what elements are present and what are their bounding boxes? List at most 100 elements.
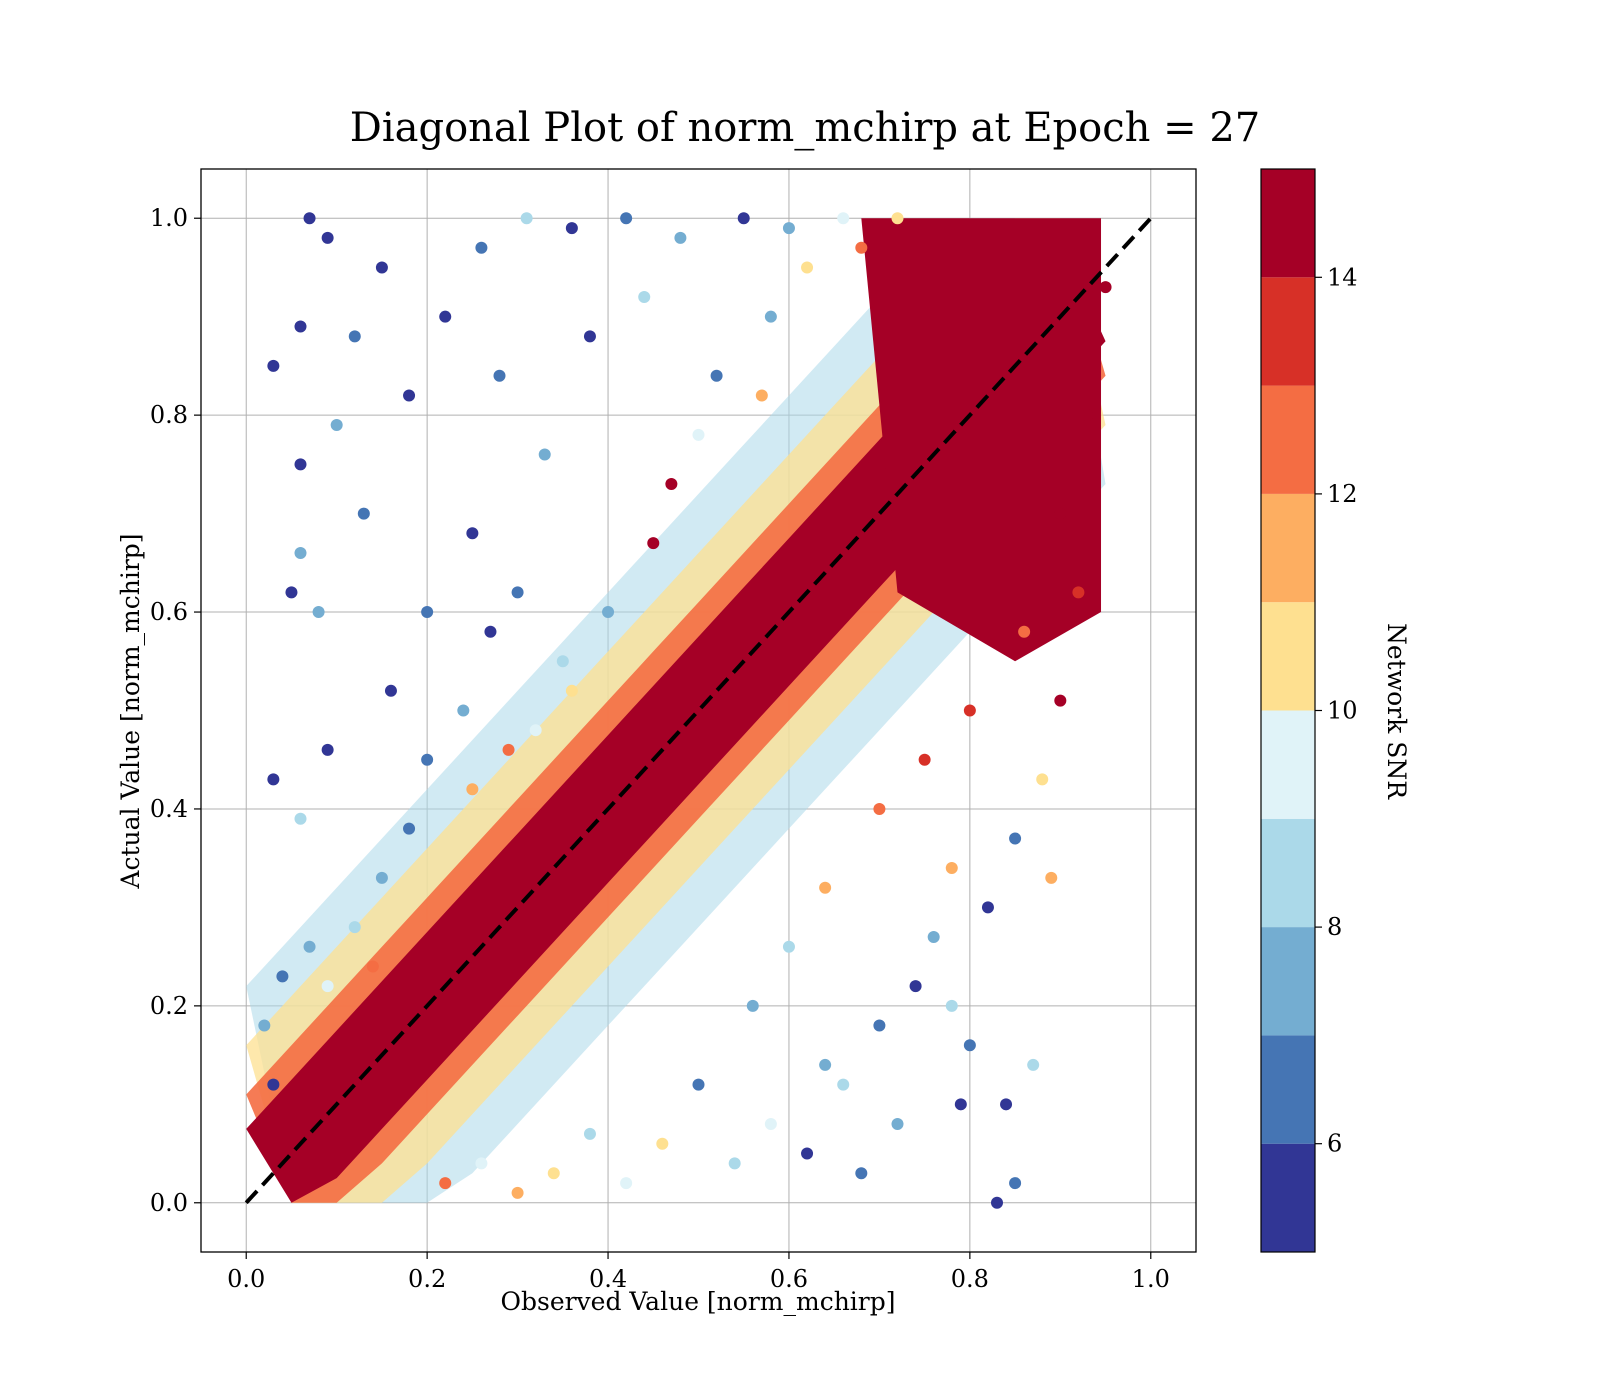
colorbar-segment xyxy=(1261,169,1315,278)
scatter-point xyxy=(891,1118,904,1131)
scatter-point xyxy=(665,478,678,491)
scatter-point xyxy=(782,222,795,235)
scatter-point xyxy=(737,212,750,225)
scatter-point xyxy=(981,901,994,914)
scatter-point xyxy=(457,704,470,717)
scatter-point xyxy=(1099,281,1112,294)
scatter-point xyxy=(837,1078,850,1091)
scatter-point xyxy=(1081,409,1094,422)
x-tick-label: 1.0 xyxy=(1132,1265,1170,1293)
scatter-point xyxy=(674,231,687,244)
scatter-point xyxy=(475,1157,488,1170)
scatter-points xyxy=(258,212,1112,1209)
scatter-point xyxy=(837,212,850,225)
scatter-point xyxy=(529,724,542,737)
colorbar-segment xyxy=(1261,277,1315,386)
scatter-point xyxy=(312,606,325,619)
scatter-point xyxy=(710,369,723,382)
scatter-point xyxy=(1000,1098,1013,1111)
scatter-point xyxy=(348,921,361,934)
scatter-point xyxy=(620,1177,633,1190)
x-tick-label: 0.0 xyxy=(227,1265,265,1293)
colorbar-tick-label: 6 xyxy=(1327,1130,1342,1158)
scatter-point xyxy=(819,881,832,894)
scatter-point xyxy=(267,773,280,786)
scatter-point xyxy=(1009,832,1022,845)
scatter-point xyxy=(620,212,633,225)
scatter-point xyxy=(583,330,596,343)
scatter-point xyxy=(1027,1058,1040,1071)
scatter-point xyxy=(303,940,316,953)
scatter-point xyxy=(375,871,388,884)
scatter-point xyxy=(1036,773,1049,786)
y-tick-label: 0.4 xyxy=(150,795,188,823)
scatter-point xyxy=(918,753,931,766)
scatter-point xyxy=(755,389,768,402)
y-tick-label: 0.2 xyxy=(150,992,188,1020)
scatter-point xyxy=(502,743,515,756)
x-tick-label: 0.2 xyxy=(408,1265,446,1293)
scatter-point xyxy=(819,1058,832,1071)
colorbar-segment xyxy=(1261,385,1315,494)
scatter-point xyxy=(1090,281,1103,294)
colorbar-label: Network SNR xyxy=(1382,623,1411,800)
scatter-point xyxy=(375,261,388,274)
scatter-point xyxy=(556,655,569,668)
scatter-point xyxy=(656,1137,669,1150)
scatter-point xyxy=(303,212,316,225)
scatter-point xyxy=(511,1186,524,1199)
scatter-point xyxy=(321,231,334,244)
colorbar-tick-label: 10 xyxy=(1327,697,1358,725)
y-tick-label: 0.0 xyxy=(150,1189,188,1217)
scatter-point xyxy=(1072,586,1085,599)
scatter-point xyxy=(692,428,705,441)
diagonal-reference-line xyxy=(244,216,1153,1205)
scatter-point xyxy=(954,1098,967,1111)
colorbar-segment xyxy=(1261,818,1315,928)
density-block-high-snr xyxy=(861,218,1102,662)
scatter-point xyxy=(421,753,434,766)
scatter-point xyxy=(746,999,759,1012)
scatter-point xyxy=(927,930,940,943)
scatter-point xyxy=(258,1019,271,1032)
colorbar-segment xyxy=(1261,602,1315,711)
scatter-point xyxy=(511,586,524,599)
x-tick-label: 0.6 xyxy=(770,1265,808,1293)
scatter-point xyxy=(294,812,307,825)
scatter-point xyxy=(294,320,307,333)
x-axis-ticks: 0.0 0.2 0.4 0.6 0.8 1.0 xyxy=(227,1252,1170,1293)
scatter-point xyxy=(764,1118,777,1131)
scatter-point xyxy=(1018,625,1031,638)
scatter-point xyxy=(357,507,370,520)
scatter-point xyxy=(267,359,280,372)
scatter-point xyxy=(963,1039,976,1052)
colorbar: 6 8 10 12 14 xyxy=(1260,168,1358,1253)
scatter-point xyxy=(1045,871,1058,884)
y-tick-label: 1.0 xyxy=(150,204,188,232)
plot-frame xyxy=(200,168,1197,1253)
colorbar-tick-label: 12 xyxy=(1327,480,1358,508)
scatter-point xyxy=(321,743,334,756)
scatter-point xyxy=(403,822,416,835)
scatter-point xyxy=(547,1167,560,1180)
chart-title: Diagonal Plot of norm_mchirp at Epoch = … xyxy=(350,105,1260,151)
scatter-point xyxy=(801,261,814,274)
scatter-point xyxy=(421,606,434,619)
scatter-point xyxy=(565,684,578,697)
colorbar-tick-label: 14 xyxy=(1327,263,1358,291)
scatter-point xyxy=(1054,507,1067,520)
scatter-point xyxy=(475,241,488,254)
scatter-point xyxy=(538,448,551,461)
scatter-point xyxy=(873,1019,886,1032)
scatter-point xyxy=(728,1157,741,1170)
colorbar-segment xyxy=(1261,493,1315,603)
colorbar-segment xyxy=(1261,927,1315,1036)
scatter-point xyxy=(873,802,886,815)
scatter-point xyxy=(285,586,298,599)
y-tick-label: 0.8 xyxy=(150,401,188,429)
scatter-point xyxy=(855,241,868,254)
scatter-point xyxy=(909,980,922,993)
colorbar-segment xyxy=(1261,1035,1315,1144)
scatter-point xyxy=(294,546,307,559)
scatter-point xyxy=(466,527,479,540)
